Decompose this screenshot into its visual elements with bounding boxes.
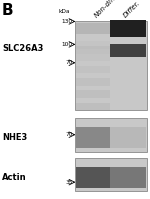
Bar	[75, 118, 147, 152]
Text: NHE3: NHE3	[2, 133, 27, 142]
Text: SLC26A3: SLC26A3	[2, 45, 43, 54]
Bar	[75, 158, 147, 191]
Bar	[110, 44, 146, 57]
Bar	[76, 102, 110, 110]
Bar	[76, 127, 110, 148]
Bar	[76, 66, 110, 73]
Text: 35: 35	[66, 180, 73, 185]
Text: 70: 70	[66, 60, 73, 65]
Bar	[76, 90, 110, 98]
Text: 70: 70	[66, 132, 73, 137]
Bar	[110, 167, 146, 188]
Bar	[110, 127, 146, 148]
Bar	[110, 20, 146, 37]
Bar	[76, 54, 110, 61]
Text: B: B	[2, 3, 14, 18]
Bar	[76, 167, 110, 188]
Bar	[76, 23, 110, 34]
Text: Differ.: Differ.	[123, 0, 142, 18]
Text: kDa: kDa	[58, 9, 70, 14]
Bar	[76, 46, 110, 54]
Text: Non-diff.: Non-diff.	[94, 0, 119, 18]
Text: Actin: Actin	[2, 173, 27, 182]
Text: 130: 130	[62, 19, 73, 24]
Bar	[76, 41, 110, 49]
Bar	[75, 21, 147, 110]
Bar	[76, 78, 110, 86]
Text: 100: 100	[62, 42, 73, 47]
